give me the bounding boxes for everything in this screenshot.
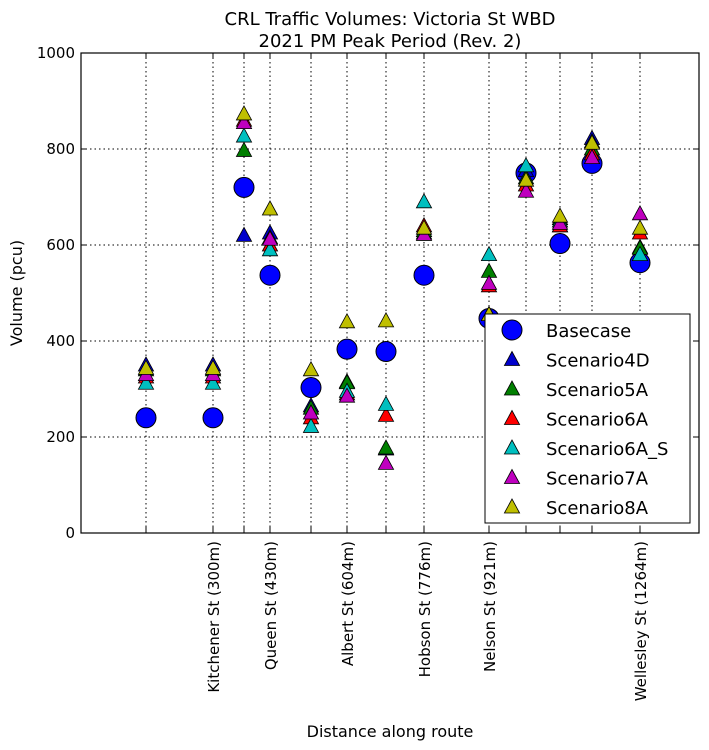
data-point-scenario7a (583, 148, 601, 165)
data-point-scenario6a-s (261, 240, 279, 257)
legend-label: Scenario6A (546, 410, 649, 431)
y-tick-label: 600 (46, 236, 75, 254)
chart-title-line-1: CRL Traffic Volumes: Victoria St WBD (225, 9, 556, 30)
data-point-scenario7a (261, 230, 279, 246)
y-tick-label: 1000 (37, 44, 75, 62)
data-point-basecase (135, 407, 157, 429)
data-point-basecase (375, 341, 397, 363)
x-tick-label: Nelson St (921m) (481, 541, 499, 672)
x-axis-label: Distance along route (307, 722, 474, 741)
y-tick-label: 400 (46, 332, 75, 350)
plot-frame (80, 52, 700, 534)
x-tick-label: Queen St (430m) (262, 541, 280, 670)
data-point-scenario8a (415, 219, 433, 235)
data-point-scenario4d (235, 226, 253, 242)
data-point-scenario8a (377, 312, 395, 328)
data-point-scenario8a (235, 105, 253, 121)
data-point-scenario8a (551, 207, 569, 223)
data-point-scenario6a (377, 406, 395, 422)
x-tick-label: Hobson St (776m) (416, 541, 434, 677)
data-point-scenario6a-s (204, 374, 222, 390)
legend-marker (503, 498, 521, 514)
legend-marker (503, 380, 521, 396)
data-point-scenario7a (631, 204, 649, 221)
data-point-scenario8a (302, 360, 320, 377)
legend: Basecase Scenario4D Scenario5A Scenario6A Sc… (484, 313, 691, 524)
chart-subtitle: 2021 PM Peak Period (Rev. 2) (259, 31, 522, 52)
data-point-scenario7a (517, 182, 535, 198)
data-point-basecase (413, 264, 435, 286)
legend-box (484, 313, 691, 524)
x-tick-label: Albert St (604m) (339, 541, 357, 666)
data-point-scenario6a-s (137, 374, 155, 390)
x-tick-label: Kitchener St (300m) (205, 541, 223, 693)
y-tick-label: 800 (46, 140, 75, 158)
x-axis-ticks: Kitchener St (300m) Queen St (430m) Albert… (145, 53, 650, 701)
chart-title: CRL Traffic Volumes: Victoria St WBD 202… (225, 9, 556, 52)
legend-label: Basecase (546, 321, 631, 342)
data-point-scenario6a-s (631, 245, 649, 262)
data-point-scenario6a-s (235, 127, 253, 143)
data-point-scenario6a-s (415, 192, 433, 209)
data-points (135, 105, 651, 470)
legend-label: Scenario8A (546, 498, 649, 519)
data-point-basecase (336, 338, 358, 360)
data-point-scenario5a (377, 439, 395, 455)
y-tick-label: 200 (46, 428, 75, 446)
data-point-scenario8a (137, 359, 155, 375)
data-point-scenario8a (631, 219, 649, 235)
data-point-basecase (259, 264, 281, 286)
data-point-basecase (202, 407, 224, 429)
legend-label: Scenario4D (546, 351, 650, 372)
grid-lines (81, 53, 699, 533)
legend-label: Scenario6A_S (546, 439, 668, 460)
data-point-scenario8a (517, 171, 535, 187)
data-point-basecase (233, 176, 255, 198)
legend-marker (501, 319, 523, 341)
data-point-scenario8a (338, 312, 356, 329)
x-tick-label: Wellesley St (1264m) (632, 541, 650, 701)
data-point-scenario8a (583, 134, 601, 150)
data-point-scenario7a (235, 113, 253, 130)
data-point-scenario5a (235, 141, 253, 157)
legend-marker (503, 468, 521, 484)
y-axis-label: Volume (pcu) (7, 240, 26, 346)
data-point-scenario6a-s (377, 395, 395, 411)
legend-label: Scenario5A (546, 380, 649, 401)
data-point-scenario8a (261, 200, 279, 216)
data-point-scenario7a (302, 404, 320, 420)
data-point-scenario7a (480, 274, 498, 290)
data-point-scenario8a (204, 359, 222, 375)
data-point-basecase (549, 233, 571, 255)
data-point-scenario6a-s (302, 417, 320, 433)
data-point-scenario7a (377, 454, 395, 470)
legend-marker (503, 409, 521, 425)
data-point-scenario7a (338, 387, 356, 403)
data-point-basecase (300, 377, 322, 399)
legend-label: Scenario7A (546, 469, 649, 490)
legend-marker (503, 439, 521, 455)
y-tick-label: 0 (65, 524, 75, 542)
data-point-scenario6a-s (480, 245, 498, 262)
legend-marker (503, 350, 521, 366)
